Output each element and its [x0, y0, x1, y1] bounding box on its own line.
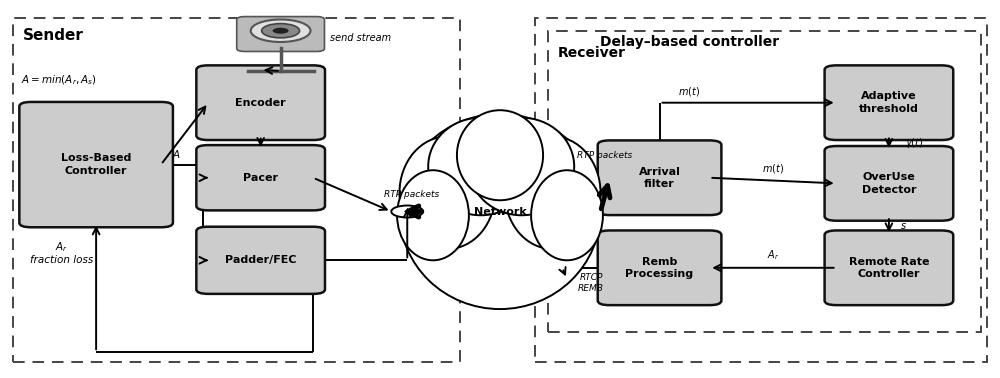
Text: Arrival
filter: Arrival filter [639, 167, 680, 189]
Bar [13, 18, 460, 362]
Text: $m(t)$: $m(t)$ [678, 85, 700, 98]
Circle shape [391, 206, 423, 217]
Ellipse shape [505, 136, 601, 249]
FancyBboxPatch shape [825, 146, 953, 221]
Text: RTCP
REMB: RTCP REMB [578, 273, 604, 293]
Text: $\gamma(t)$: $\gamma(t)$ [905, 136, 923, 150]
Ellipse shape [399, 136, 495, 249]
Text: A: A [172, 150, 179, 160]
Circle shape [251, 20, 311, 42]
FancyBboxPatch shape [196, 65, 325, 140]
Ellipse shape [397, 170, 469, 260]
Text: Loss-Based
Controller: Loss-Based Controller [61, 153, 131, 176]
FancyBboxPatch shape [825, 231, 953, 305]
Text: Encoder: Encoder [235, 98, 286, 108]
Text: $A = min(A_r, A_s)$: $A = min(A_r, A_s)$ [21, 73, 97, 87]
Bar [548, 31, 981, 332]
FancyBboxPatch shape [237, 17, 324, 51]
Ellipse shape [399, 114, 601, 309]
Text: Sender: Sender [23, 28, 84, 43]
Text: Pacer: Pacer [243, 173, 278, 183]
Text: $A_r$: $A_r$ [767, 248, 779, 262]
Text: Network: Network [474, 206, 526, 217]
Text: $m(t)$: $m(t)$ [762, 162, 784, 175]
Text: send stream: send stream [330, 33, 392, 43]
Text: Receiver: Receiver [558, 46, 626, 60]
Circle shape [273, 28, 289, 34]
Text: s: s [901, 221, 906, 231]
Text: Remote Rate
Controller: Remote Rate Controller [849, 257, 929, 279]
FancyBboxPatch shape [196, 145, 325, 211]
Text: Padder/FEC: Padder/FEC [225, 255, 296, 265]
Text: Adaptive
threshold: Adaptive threshold [859, 91, 919, 114]
FancyBboxPatch shape [825, 65, 953, 140]
Ellipse shape [531, 170, 603, 260]
Ellipse shape [428, 118, 534, 215]
Text: OverUse
Detector: OverUse Detector [862, 172, 916, 195]
Text: RTP packets: RTP packets [577, 151, 633, 160]
Text: RTP packets: RTP packets [384, 190, 439, 199]
Text: $A_r$
fraction loss: $A_r$ fraction loss [30, 240, 93, 265]
Circle shape [262, 23, 300, 38]
Text: +: + [403, 206, 412, 217]
Ellipse shape [457, 110, 543, 200]
Text: Delay–based controller: Delay–based controller [600, 35, 779, 49]
FancyBboxPatch shape [19, 102, 173, 227]
FancyBboxPatch shape [598, 140, 721, 215]
Ellipse shape [469, 118, 574, 215]
FancyBboxPatch shape [196, 227, 325, 294]
Text: Remb
Processing: Remb Processing [625, 257, 694, 279]
Bar [535, 18, 987, 362]
FancyBboxPatch shape [598, 231, 721, 305]
